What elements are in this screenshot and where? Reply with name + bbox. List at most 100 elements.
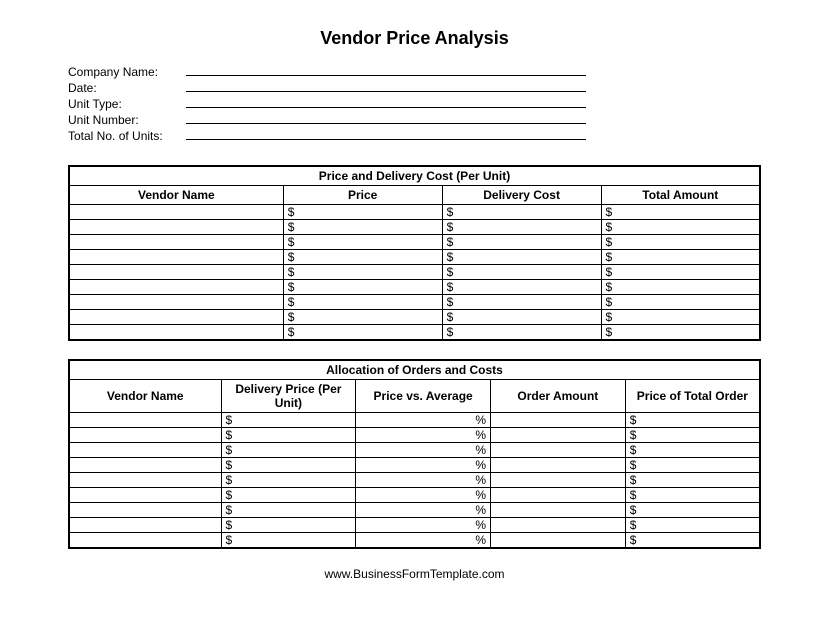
table-cell[interactable]: $ (625, 428, 760, 443)
table-cell[interactable] (69, 280, 283, 295)
table-cell[interactable]: % (356, 428, 491, 443)
table-cell[interactable] (69, 443, 221, 458)
table-cell[interactable]: $ (221, 503, 356, 518)
table-cell[interactable]: $ (625, 533, 760, 549)
field-input-line[interactable] (186, 79, 586, 92)
table-cell[interactable] (69, 503, 221, 518)
table-cell[interactable]: $ (283, 205, 442, 220)
table-cell[interactable]: $ (283, 310, 442, 325)
table-cell[interactable] (69, 325, 283, 341)
table-cell[interactable]: $ (283, 235, 442, 250)
field-label: Unit Type: (68, 96, 186, 112)
table-cell[interactable]: $ (625, 488, 760, 503)
column-header: Total Amount (601, 186, 760, 205)
table-cell[interactable]: $ (442, 205, 601, 220)
table-cell[interactable]: $ (625, 443, 760, 458)
table-cell[interactable]: $ (283, 280, 442, 295)
table-cell[interactable]: $ (601, 310, 760, 325)
table-cell[interactable] (69, 310, 283, 325)
table-cell[interactable] (490, 428, 625, 443)
table-cell[interactable]: $ (442, 250, 601, 265)
table-row: $$$ (69, 220, 760, 235)
table-cell[interactable]: $ (625, 458, 760, 473)
table-row: $%$ (69, 533, 760, 549)
table-cell[interactable] (490, 413, 625, 428)
table-cell[interactable]: $ (601, 235, 760, 250)
table-cell[interactable]: $ (601, 250, 760, 265)
table-cell[interactable] (69, 413, 221, 428)
table-cell[interactable]: $ (625, 473, 760, 488)
table-cell[interactable] (490, 503, 625, 518)
table-cell[interactable]: $ (221, 533, 356, 549)
table-cell[interactable] (69, 205, 283, 220)
table-cell[interactable] (69, 488, 221, 503)
table-cell[interactable]: $ (221, 473, 356, 488)
table-row: $%$ (69, 428, 760, 443)
field-input-line[interactable] (186, 63, 586, 76)
table-cell[interactable]: % (356, 473, 491, 488)
table-cell[interactable]: $ (601, 280, 760, 295)
table-cell[interactable]: $ (283, 265, 442, 280)
table-cell[interactable] (490, 533, 625, 549)
table-row: $%$ (69, 488, 760, 503)
table-cell[interactable] (490, 443, 625, 458)
table-cell[interactable] (69, 265, 283, 280)
table-cell[interactable]: $ (601, 295, 760, 310)
table-cell[interactable] (490, 473, 625, 488)
footer-url: www.BusinessFormTemplate.com (68, 567, 761, 581)
table-cell[interactable] (69, 250, 283, 265)
table-cell[interactable]: $ (601, 265, 760, 280)
table-cell[interactable]: % (356, 533, 491, 549)
table-cell[interactable]: % (356, 518, 491, 533)
field-input-line[interactable] (186, 111, 586, 124)
table-cell[interactable]: $ (283, 295, 442, 310)
table-cell[interactable]: % (356, 443, 491, 458)
table-cell[interactable]: $ (625, 518, 760, 533)
table-cell[interactable]: $ (442, 220, 601, 235)
table-cell[interactable]: % (356, 503, 491, 518)
table-cell[interactable]: $ (283, 250, 442, 265)
table-cell[interactable] (490, 518, 625, 533)
page-title: Vendor Price Analysis (68, 28, 761, 49)
table-cell[interactable]: $ (221, 458, 356, 473)
table-cell[interactable]: $ (442, 295, 601, 310)
table-cell[interactable]: $ (442, 265, 601, 280)
table-cell[interactable]: $ (625, 413, 760, 428)
table-cell[interactable]: % (356, 413, 491, 428)
table-cell[interactable]: $ (221, 443, 356, 458)
table-cell[interactable] (69, 220, 283, 235)
table-cell[interactable]: $ (442, 325, 601, 341)
column-header: Vendor Name (69, 380, 221, 413)
table-cell[interactable] (69, 458, 221, 473)
table-cell[interactable]: $ (221, 413, 356, 428)
table-row: $$$ (69, 205, 760, 220)
field-input-line[interactable] (186, 127, 586, 140)
table-cell[interactable]: $ (283, 220, 442, 235)
table-cell[interactable]: $ (601, 325, 760, 341)
table-cell[interactable] (69, 518, 221, 533)
table-cell[interactable]: % (356, 458, 491, 473)
table-cell[interactable] (490, 488, 625, 503)
table-cell[interactable] (490, 458, 625, 473)
table-cell[interactable]: $ (625, 503, 760, 518)
table-row: $%$ (69, 458, 760, 473)
table-cell[interactable] (69, 533, 221, 549)
table-cell[interactable]: $ (283, 325, 442, 341)
table-cell[interactable]: $ (601, 220, 760, 235)
column-header: Price vs. Average (356, 380, 491, 413)
table-row: $$$ (69, 325, 760, 341)
table-cell[interactable]: $ (442, 235, 601, 250)
table-cell[interactable] (69, 295, 283, 310)
field-input-line[interactable] (186, 95, 586, 108)
field-label: Total No. of Units: (68, 128, 186, 144)
table-cell[interactable]: $ (221, 428, 356, 443)
table-cell[interactable]: $ (442, 310, 601, 325)
table-cell[interactable]: $ (221, 518, 356, 533)
table-cell[interactable]: $ (221, 488, 356, 503)
table-cell[interactable]: $ (601, 205, 760, 220)
table-cell[interactable]: $ (442, 280, 601, 295)
table-cell[interactable] (69, 428, 221, 443)
table-cell[interactable] (69, 473, 221, 488)
table-cell[interactable]: % (356, 488, 491, 503)
table-cell[interactable] (69, 235, 283, 250)
